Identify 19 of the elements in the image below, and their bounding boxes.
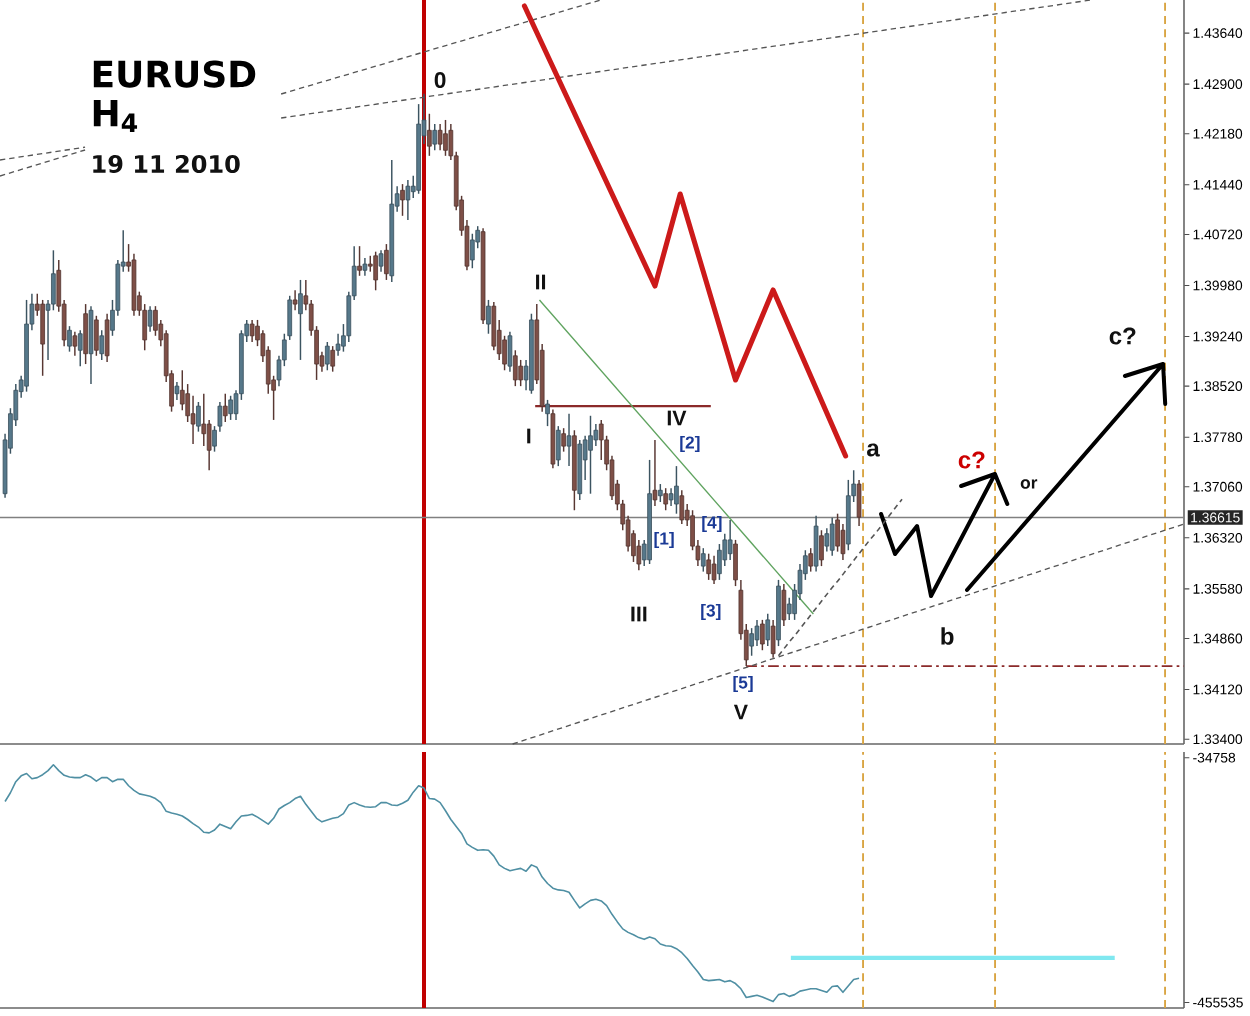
annotation: a (867, 443, 880, 457)
annotation: b (941, 627, 954, 645)
annotation: [3] (701, 603, 721, 621)
annotation: or (1020, 479, 1038, 489)
annotation: I (527, 428, 531, 444)
annotation: II (536, 274, 546, 290)
annotation: c? (958, 451, 985, 469)
annotation: c? (1109, 327, 1136, 345)
annotation: [5] (733, 675, 753, 693)
annotation: III (631, 606, 647, 622)
annotation: [1] (654, 531, 674, 549)
annotation: V (733, 704, 748, 720)
annotation: 19 11 2010 (93, 154, 240, 174)
annotation: 0 (434, 71, 446, 89)
annotation: [2] (680, 435, 700, 453)
text: EURUSD (93, 60, 256, 88)
annotation: [4] (702, 515, 722, 533)
text: H$_{4}$ (93, 99, 138, 132)
annotation: IV (667, 410, 687, 426)
